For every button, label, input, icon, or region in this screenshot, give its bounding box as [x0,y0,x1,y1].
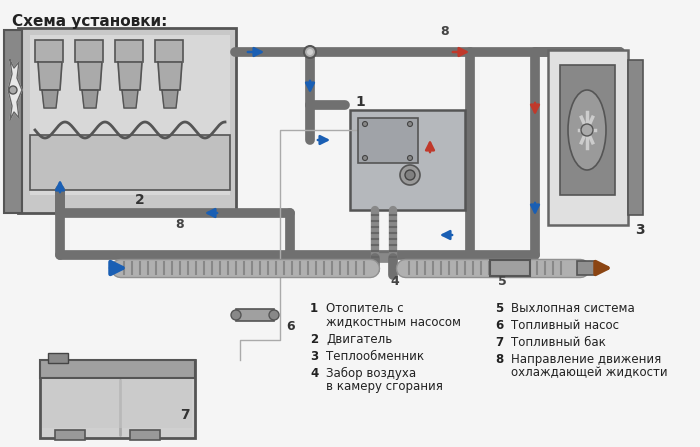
Text: 6: 6 [286,320,295,333]
Bar [75,40,103,62]
Bar [30,135,230,190]
Circle shape [400,165,420,185]
Text: Схема установки:: Схема установки: [12,14,167,29]
Bar [40,360,195,378]
Text: Отопитель с: Отопитель с [326,302,404,315]
Polygon shape [42,90,58,108]
Text: Выхлопная система: Выхлопная система [511,302,635,315]
Text: 5: 5 [498,275,506,288]
Polygon shape [122,90,138,108]
Text: в камеру сгорания: в камеру сгорания [326,380,443,393]
Bar [628,60,643,215]
Text: 8: 8 [441,25,449,38]
Bar [35,40,63,62]
Bar [130,430,160,440]
Circle shape [407,156,412,160]
Text: Забор воздуха: Забор воздуха [326,367,416,380]
Bar [548,50,628,225]
Text: Двигатель: Двигатель [326,333,392,346]
Bar [55,430,85,440]
Bar [577,261,595,275]
Text: Топливный насос: Топливный насос [511,319,619,332]
Polygon shape [158,62,182,90]
Circle shape [407,122,412,127]
Bar [560,65,615,195]
Circle shape [581,124,593,136]
Text: 4: 4 [391,275,400,288]
Circle shape [269,310,279,320]
Text: Теплообменник: Теплообменник [326,350,424,363]
Bar [42,380,192,428]
Text: 8: 8 [495,353,503,366]
Bar [350,110,465,210]
Bar [155,40,183,62]
Text: 5: 5 [495,302,503,315]
Ellipse shape [568,90,606,170]
Text: 2: 2 [310,333,318,346]
Text: 8: 8 [176,218,184,231]
Circle shape [307,49,313,55]
Polygon shape [82,90,98,108]
Bar [18,28,236,213]
Circle shape [304,46,316,58]
Polygon shape [78,62,102,90]
Circle shape [231,310,241,320]
Circle shape [9,86,17,94]
Polygon shape [118,62,142,90]
Text: 2: 2 [135,193,145,207]
Bar [40,360,195,438]
Text: 6: 6 [495,319,503,332]
Text: жидкостным насосом: жидкостным насосом [326,315,461,328]
Circle shape [363,156,368,160]
Text: 4: 4 [310,367,319,380]
Circle shape [405,170,415,180]
Text: 1: 1 [355,95,365,109]
Polygon shape [38,62,62,90]
Bar [115,40,143,62]
Polygon shape [8,60,22,120]
Bar [4,30,22,213]
Bar [490,260,530,276]
Text: 3: 3 [310,350,318,363]
Text: 1: 1 [310,302,318,315]
Circle shape [363,122,368,127]
Bar [358,118,418,163]
Text: Направление движения: Направление движения [511,353,662,366]
Bar [30,35,230,195]
Text: 3: 3 [635,223,645,237]
Bar [48,353,68,363]
Text: 7: 7 [180,408,190,422]
Text: охлаждающей жидкости: охлаждающей жидкости [511,366,668,379]
Bar [236,309,274,321]
Polygon shape [162,90,178,108]
Text: Топливный бак: Топливный бак [511,336,606,349]
Text: 7: 7 [495,336,503,349]
